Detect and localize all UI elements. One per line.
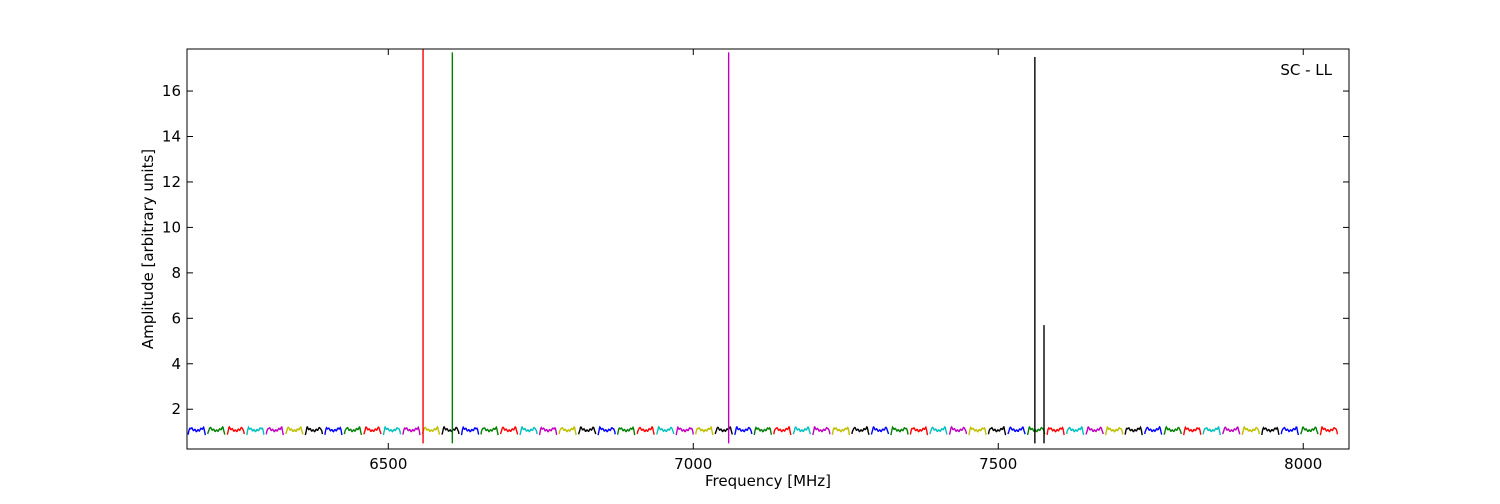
x-tick-label: 6500	[369, 455, 407, 473]
channel-curve	[987, 426, 1007, 436]
channel-curve	[870, 426, 890, 435]
y-axis-ticks: 2 4 6 8 10 12 14 16	[162, 82, 1349, 418]
channel-curve	[519, 426, 538, 436]
channel-curve	[1065, 426, 1085, 436]
channel-curve	[675, 425, 694, 436]
channel-curve	[363, 426, 382, 435]
y-tick-label: 10	[162, 218, 181, 236]
channel-curve	[656, 425, 675, 435]
channel-curve	[226, 425, 245, 435]
channel-curve	[968, 425, 987, 436]
channel-curve	[1104, 426, 1124, 436]
channel-curve	[597, 425, 616, 436]
channel-curve	[812, 426, 831, 436]
channel-curve	[1085, 426, 1104, 435]
y-tick-label: 8	[171, 264, 181, 282]
channel-curve	[948, 425, 968, 435]
channel-curve	[187, 425, 206, 436]
channel-curve	[460, 425, 480, 436]
channel-curve	[792, 426, 812, 435]
channel-curve	[265, 425, 285, 436]
channel-curve	[929, 425, 948, 435]
channel-curve	[1144, 425, 1163, 435]
channel-curve	[382, 425, 402, 436]
channel-curve	[1026, 426, 1046, 436]
y-tick-label: 12	[162, 173, 181, 191]
plot-frame	[186, 48, 1350, 450]
channel-curve	[636, 425, 655, 435]
channel-curve	[558, 426, 577, 436]
x-axis-ticks: 6500 7000 7500 8000	[369, 49, 1322, 473]
y-tick-label: 16	[162, 82, 181, 100]
channel-curve	[1183, 425, 1202, 436]
channel-curve	[1319, 425, 1339, 436]
y-axis-label: Amplitude [arbitrary units]	[139, 149, 157, 349]
channel-curve	[1007, 426, 1026, 435]
channel-curve	[851, 425, 870, 435]
channel-curve	[441, 425, 460, 435]
channel-curve	[207, 425, 226, 435]
channel-curve	[753, 426, 773, 436]
channel-curve	[714, 425, 733, 435]
channel-curve	[1261, 426, 1280, 436]
channel-curve	[402, 425, 421, 436]
channel-curve	[324, 426, 343, 436]
channel-curve	[538, 426, 558, 436]
channel-curve	[1300, 426, 1319, 435]
channel-curve	[246, 425, 265, 436]
channel-curve	[1280, 426, 1300, 436]
x-axis-label: Frequency [MHz]	[705, 472, 831, 490]
channel-curve	[285, 426, 304, 435]
chart-annotation: SC - LL	[1280, 61, 1332, 79]
channel-curve	[1222, 426, 1241, 435]
channel-curve	[421, 425, 441, 435]
channel-curve	[890, 425, 909, 436]
channel-curve	[1202, 425, 1221, 436]
channel-curve	[480, 425, 499, 436]
channel-curve	[1163, 425, 1182, 435]
channel-curve	[343, 426, 363, 436]
channel-curve	[773, 426, 792, 436]
channel-curve	[499, 426, 519, 435]
channel-curve	[734, 425, 753, 435]
series-layer	[187, 425, 1339, 436]
channel-curve	[304, 426, 324, 436]
channel-curve	[1124, 425, 1143, 436]
channel-curve	[577, 426, 597, 435]
y-tick-label: 4	[171, 355, 181, 373]
channel-curve	[1241, 426, 1260, 436]
y-tick-label: 14	[162, 128, 181, 146]
channel-curve	[909, 425, 929, 436]
channel-curve	[831, 426, 851, 436]
y-tick-label: 2	[171, 400, 181, 418]
channel-curve	[616, 425, 636, 436]
x-tick-label: 7000	[674, 455, 712, 473]
channel-curve	[695, 425, 714, 436]
x-tick-label: 7500	[979, 455, 1017, 473]
channel-curve	[1046, 426, 1065, 436]
y-tick-label: 6	[171, 309, 181, 327]
spike-layer	[422, 49, 1045, 444]
x-tick-label: 8000	[1284, 455, 1322, 473]
